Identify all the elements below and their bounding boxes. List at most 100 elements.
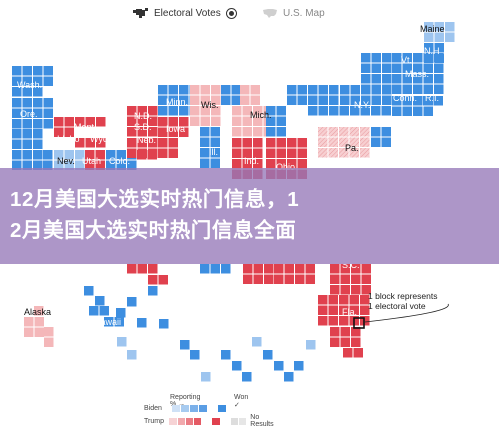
block-ore [43,108,53,118]
block-ny [297,95,307,105]
block-dakotas [148,127,158,137]
state-label-maine[interactable]: Maine [420,24,445,34]
state-label-sc[interactable]: S.C. [342,260,360,270]
block-alaska [34,317,44,327]
block-mo [168,148,178,158]
block-idaho [64,117,74,127]
legend-swatch [185,417,194,425]
block-calif [22,139,32,149]
block-calif [12,129,22,139]
state-label-nd[interactable]: N.D. [134,111,152,121]
state-label-mass[interactable]: Mass. [405,69,430,79]
block-nj [371,137,381,147]
block-ny [381,106,391,116]
state-label-idaho[interactable]: Idaho [57,134,80,144]
state-label-fla[interactable]: Fla. [342,307,358,317]
legend-swatch [212,417,220,425]
state-label-ri[interactable]: R.I. [425,93,440,103]
block-maine [445,32,455,42]
block-ill [200,158,210,168]
block-conn [423,106,433,116]
block-ore [33,108,43,118]
block-mich [253,116,263,126]
block-ill [210,137,220,147]
block-wis [200,116,210,126]
legend-swatch [169,417,177,425]
block-ind [253,138,263,148]
state-label-wash[interactable]: Wash. [17,80,43,90]
block-dakotas [127,127,137,137]
block-ny [382,95,392,105]
state-label-alaska[interactable]: Alaska [24,307,52,317]
block-fla [343,348,353,358]
state-label-wyo[interactable]: Wyo. [90,134,111,144]
state-label-nev[interactable]: Nev. [57,156,75,166]
tab-label: U.S. Map [283,7,325,19]
state-label-wis[interactable]: Wis. [201,100,219,110]
block-mich [232,106,242,116]
block-mich [242,116,252,126]
block-ny [318,95,328,105]
block-fla [318,295,328,305]
state-label-sd[interactable]: S.D. [134,122,152,132]
block-pa [339,127,349,137]
block-ne [423,63,433,73]
block-wash [33,76,43,86]
block-calif [43,160,53,170]
state-label-ny[interactable]: N.Y. [354,100,371,110]
state-label-mich[interactable]: Mich. [250,110,272,120]
block-ohio [276,148,286,158]
state-label-minn[interactable]: Minn. [166,97,189,107]
block-wis [200,85,210,95]
block-scattered [127,297,137,307]
block-scattered [95,296,105,306]
state-label-ind[interactable]: Ind. [244,156,260,166]
block-south [243,264,253,274]
block-sc [330,264,340,274]
tab-electoral-votes[interactable]: Electoral Votes [133,5,237,21]
block-nj [381,137,391,147]
state-label-ore[interactable]: Ore. [20,109,38,119]
block-ne [434,84,444,94]
block-ny [371,95,381,105]
block-nh [424,43,434,53]
block-ny [371,63,381,73]
block-conn [392,106,402,116]
state-label-utah[interactable]: Utah [82,156,102,166]
state-label-colo[interactable]: Colo. [109,156,131,166]
block-fla [360,305,370,315]
block-ri [423,96,433,106]
block-nev [54,160,64,170]
block-dakotas [137,106,147,116]
block-conn [392,96,402,106]
block-calif [33,139,43,149]
legend-swatch [218,405,226,412]
tab-us-map[interactable]: U.S. Map [262,5,325,21]
state-label-neb[interactable]: Neb. [137,135,157,145]
block-mich [221,95,231,105]
state-label-nh[interactable]: N.H [424,46,440,56]
state-label-conn[interactable]: Conn. [393,93,418,103]
block-ohio [287,148,297,158]
state-label-ill[interactable]: Ill. [209,147,218,157]
state-label-mont[interactable]: Mont. [74,122,97,132]
block-maine [434,22,444,32]
block-sc [361,274,371,284]
block-south [295,264,305,274]
block-ny [382,84,392,94]
block-scattered [242,372,252,382]
block-calif [12,150,22,160]
block-alaska [24,327,34,337]
state-label-vt[interactable]: Vt. [401,55,413,65]
block-wis [190,106,200,116]
block-iowa [179,127,189,137]
state-label-hawaii[interactable]: Hawaii [94,317,122,327]
block-fla [328,305,338,315]
block-ny [339,106,349,116]
block-south [158,275,168,285]
state-label-ohio[interactable]: Ohio [276,162,296,172]
block-nev [64,160,74,170]
state-label-iowa[interactable]: Iowa [166,124,186,134]
state-label-pa[interactable]: Pa. [345,143,359,153]
